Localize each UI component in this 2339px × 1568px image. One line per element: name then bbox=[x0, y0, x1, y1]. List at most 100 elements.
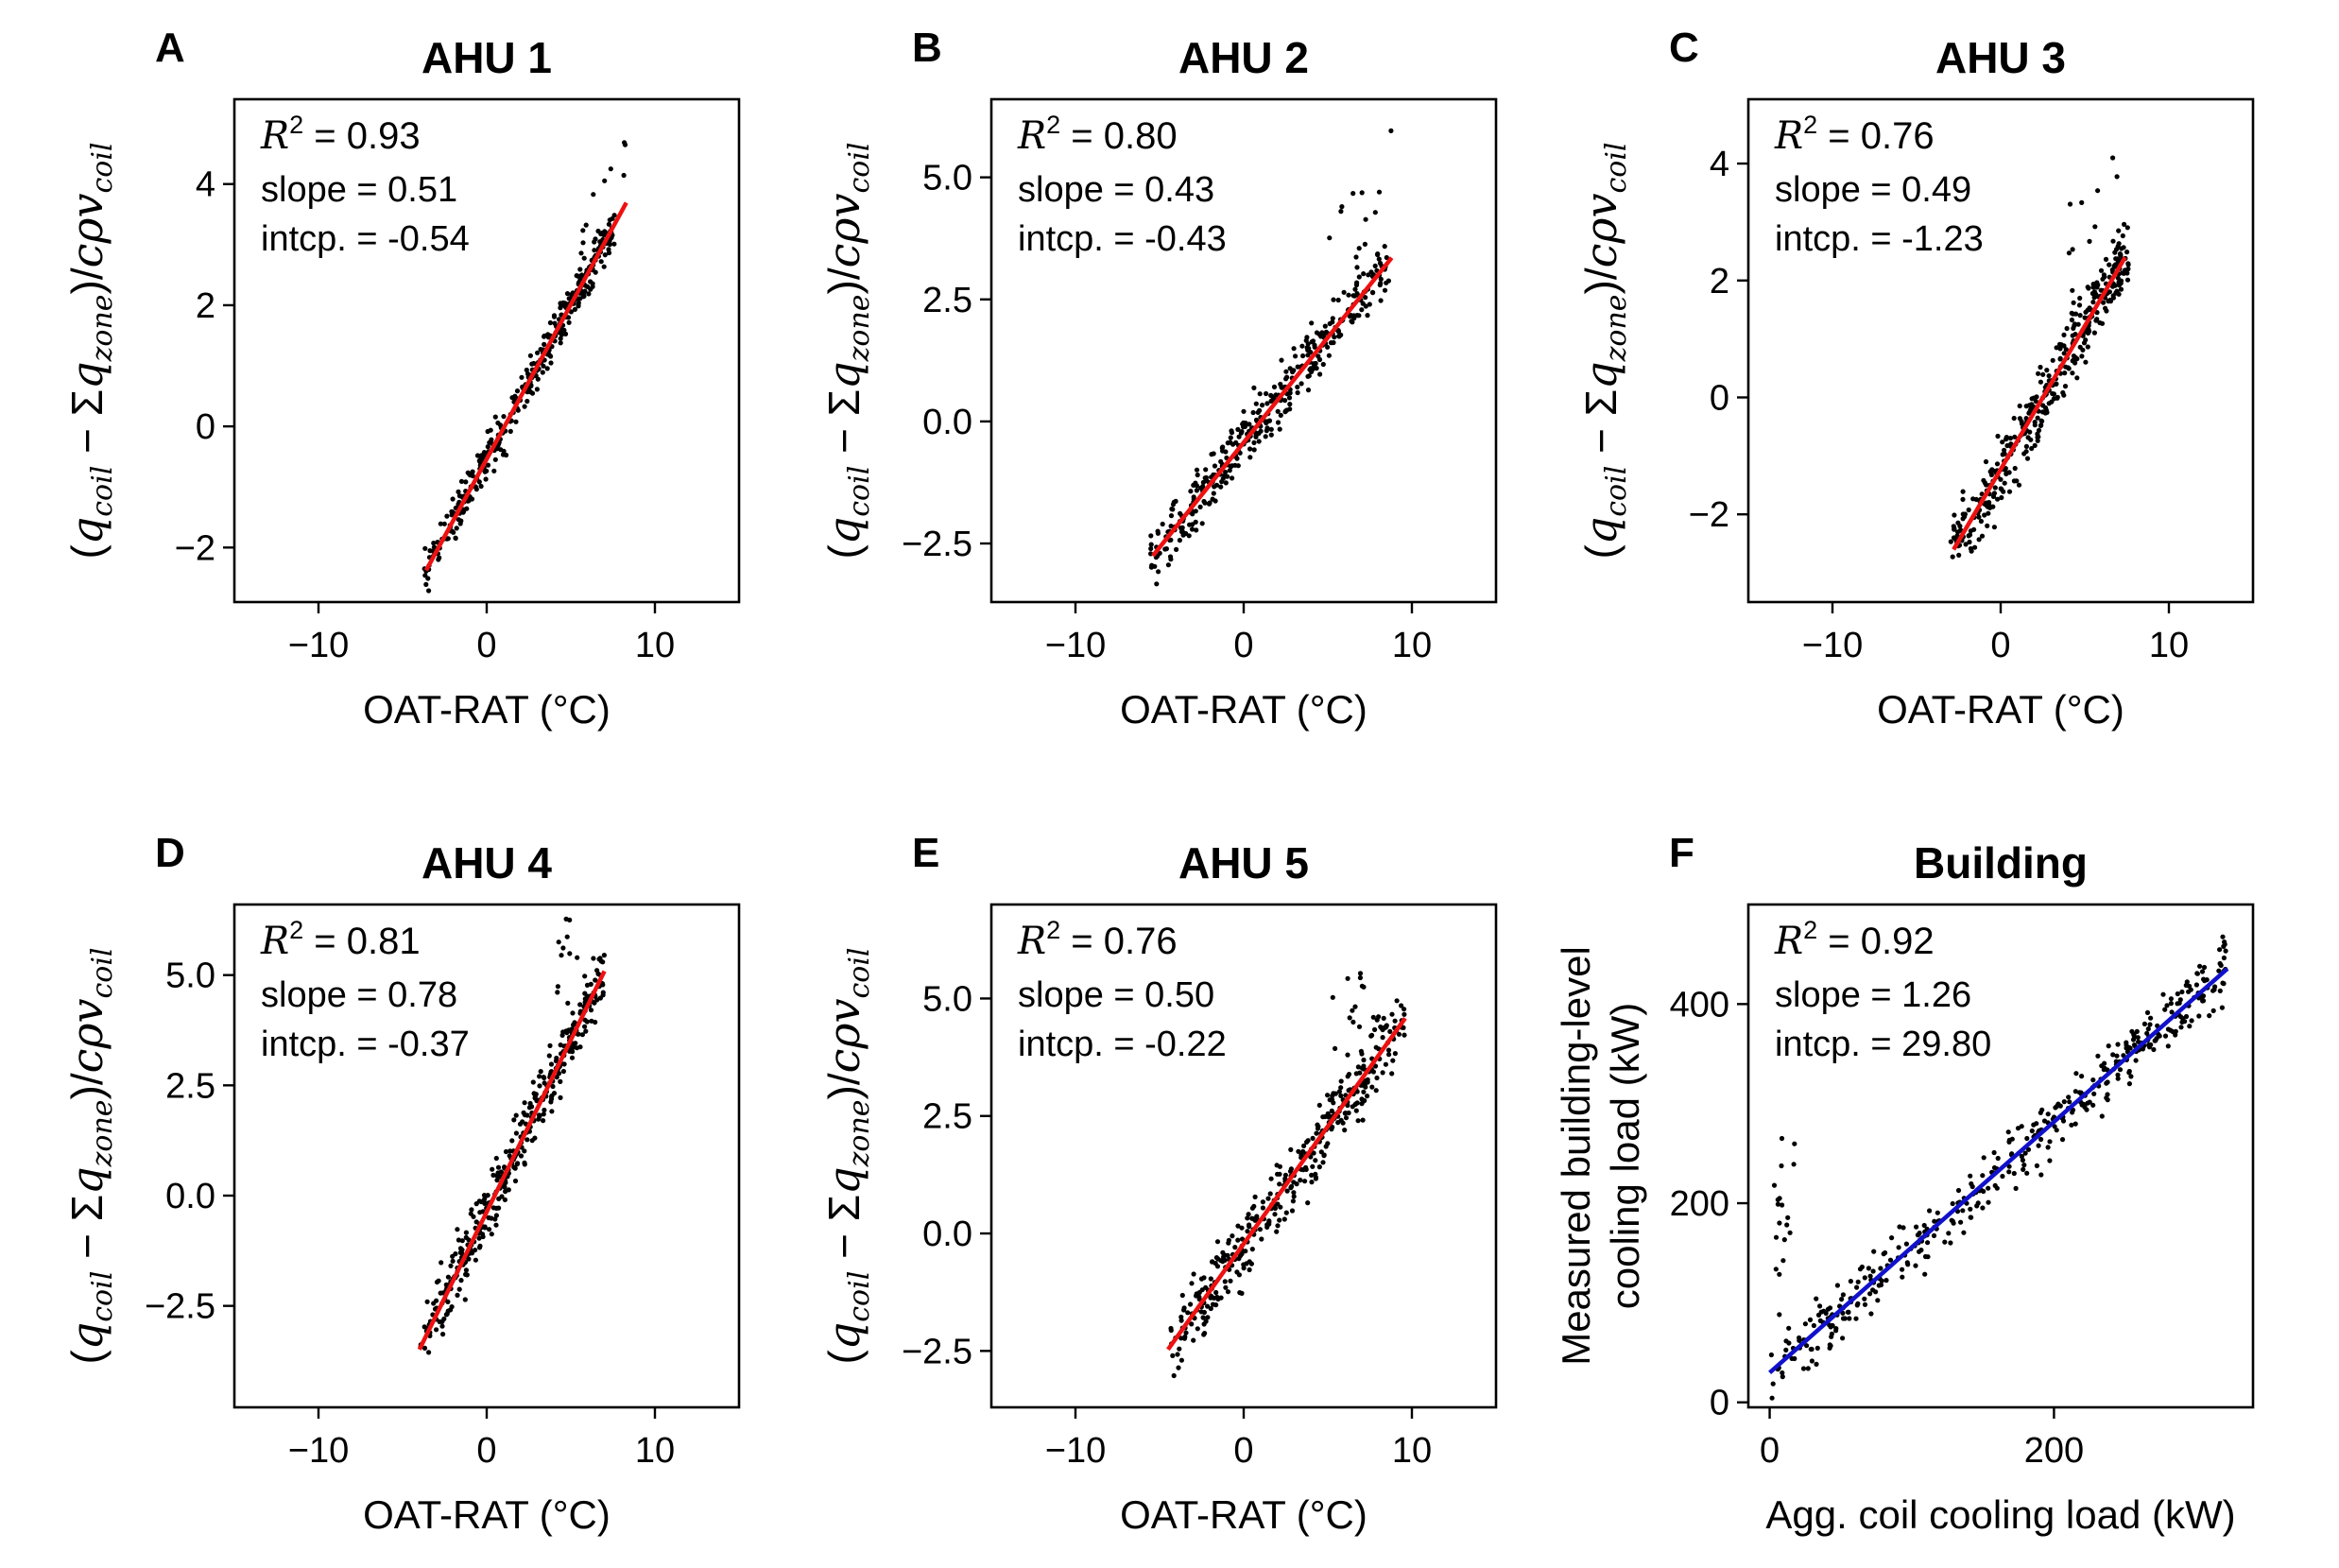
data-point bbox=[1162, 546, 1168, 552]
data-point bbox=[1373, 1044, 1379, 1050]
data-point bbox=[1773, 1266, 1779, 1272]
data-point bbox=[597, 956, 603, 961]
data-point bbox=[2105, 1092, 2110, 1097]
data-point bbox=[426, 588, 432, 594]
data-point bbox=[1222, 1252, 1228, 1258]
data-point bbox=[545, 335, 552, 340]
data-point bbox=[2047, 1158, 2053, 1163]
data-point bbox=[1245, 1215, 1250, 1221]
data-point bbox=[1963, 542, 1969, 547]
data-point bbox=[1378, 281, 1384, 286]
data-point bbox=[482, 1225, 488, 1231]
data-point bbox=[2090, 1102, 2096, 1108]
data-point bbox=[2086, 285, 2091, 291]
data-point bbox=[2201, 976, 2207, 982]
data-point bbox=[2011, 478, 2017, 484]
data-point bbox=[1384, 1023, 1389, 1028]
y-tick-label: 4 bbox=[1710, 145, 1729, 184]
data-point bbox=[2065, 365, 2071, 370]
data-point bbox=[1181, 1307, 1187, 1313]
data-point bbox=[424, 1299, 430, 1304]
data-point bbox=[1857, 1266, 1864, 1272]
data-point bbox=[1998, 486, 2004, 491]
data-point bbox=[611, 241, 617, 247]
data-point bbox=[1218, 484, 1224, 490]
data-point bbox=[1330, 994, 1335, 1000]
data-point bbox=[2183, 1013, 2190, 1020]
data-point bbox=[576, 302, 581, 308]
data-point bbox=[487, 1227, 492, 1232]
data-point bbox=[1318, 1149, 1324, 1155]
data-point bbox=[1338, 332, 1344, 337]
data-point bbox=[2145, 1026, 2151, 1032]
data-point bbox=[1365, 1077, 1370, 1082]
data-point bbox=[1309, 320, 1315, 326]
data-point bbox=[564, 291, 571, 297]
data-point bbox=[1291, 346, 1297, 352]
data-point bbox=[1225, 474, 1230, 479]
data-point bbox=[1302, 1179, 1308, 1184]
data-point bbox=[509, 1138, 515, 1144]
data-point bbox=[1376, 189, 1383, 195]
x-tick-label: 10 bbox=[635, 626, 675, 665]
data-point bbox=[2054, 1104, 2059, 1110]
data-point bbox=[1896, 1245, 1901, 1250]
data-point bbox=[2222, 939, 2227, 945]
data-point bbox=[1168, 537, 1174, 543]
data-point bbox=[513, 419, 519, 424]
data-point bbox=[1214, 1294, 1220, 1300]
data-point bbox=[1287, 390, 1293, 396]
data-point bbox=[1165, 562, 1171, 568]
data-point bbox=[1250, 409, 1256, 416]
data-point bbox=[2131, 1031, 2137, 1037]
data-point bbox=[1853, 1316, 1859, 1321]
data-point bbox=[1156, 569, 1161, 575]
data-point bbox=[2115, 275, 2121, 281]
data-point bbox=[513, 1130, 520, 1136]
data-point bbox=[489, 1232, 494, 1237]
data-point bbox=[1209, 1293, 1214, 1300]
data-point bbox=[1768, 1352, 1774, 1358]
data-point bbox=[2165, 1043, 2171, 1049]
data-point bbox=[1900, 1274, 1905, 1280]
x-tick-label: 10 bbox=[1392, 626, 1432, 665]
data-point bbox=[1177, 538, 1182, 543]
data-point bbox=[1284, 374, 1290, 380]
r-squared-annotation: R2 = 0.81 bbox=[260, 916, 421, 963]
y-axis-label: (qcoil − Σqzone)/cρvcoil bbox=[818, 947, 876, 1364]
data-point bbox=[541, 1111, 546, 1117]
data-point bbox=[1287, 402, 1293, 407]
data-point bbox=[1305, 1200, 1311, 1206]
data-point bbox=[514, 388, 521, 394]
data-point bbox=[1296, 1148, 1301, 1154]
ylabel-part: zone bbox=[1600, 294, 1633, 362]
data-point bbox=[1878, 1266, 1883, 1271]
data-point bbox=[2057, 1103, 2063, 1109]
data-point bbox=[431, 1301, 437, 1306]
data-point bbox=[1148, 545, 1154, 552]
data-point bbox=[1236, 434, 1242, 439]
data-point bbox=[1353, 1071, 1359, 1077]
data-point bbox=[440, 1332, 446, 1337]
data-point bbox=[1359, 1096, 1365, 1102]
data-point bbox=[1353, 254, 1359, 260]
data-point bbox=[2105, 1097, 2110, 1103]
data-point bbox=[1361, 271, 1367, 277]
data-point bbox=[1316, 1164, 1322, 1170]
data-point bbox=[1194, 488, 1199, 493]
data-point bbox=[2091, 330, 2097, 336]
data-point bbox=[1887, 1257, 1894, 1263]
data-point bbox=[1339, 204, 1345, 210]
data-point bbox=[512, 1165, 518, 1171]
data-point bbox=[2107, 262, 2112, 267]
data-point bbox=[2000, 1173, 2005, 1180]
data-point bbox=[1807, 1317, 1814, 1322]
data-point bbox=[1212, 1261, 1218, 1266]
data-point bbox=[1322, 323, 1328, 329]
data-point bbox=[1351, 313, 1357, 319]
data-point bbox=[2036, 434, 2041, 439]
data-point bbox=[2016, 482, 2022, 488]
data-point bbox=[2038, 379, 2043, 385]
data-point bbox=[2051, 396, 2056, 402]
ylabel-part: ( bbox=[819, 544, 869, 560]
